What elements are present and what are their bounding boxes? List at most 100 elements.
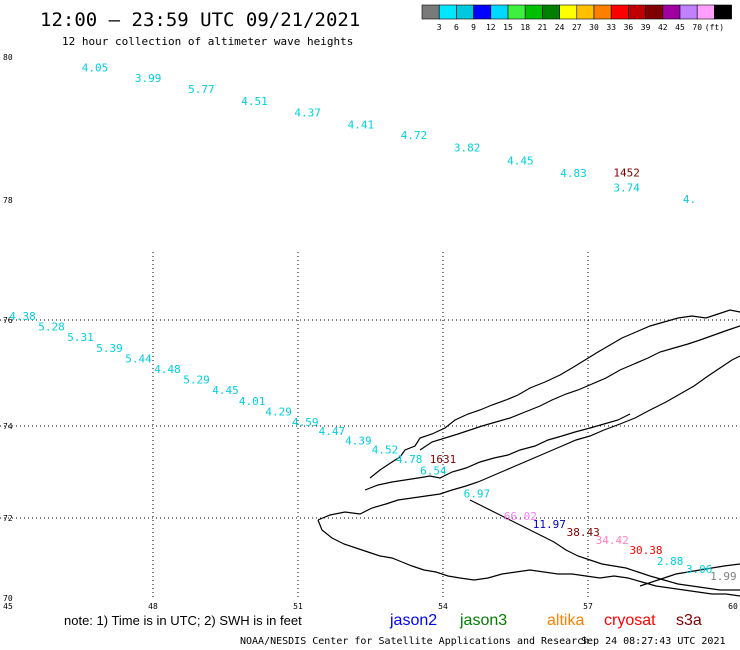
lon-tick-label: 60 — [728, 602, 738, 611]
satellite-jason2: jason2 — [389, 612, 437, 629]
legend-swatch — [421, 4, 440, 20]
wave-height-value: 4. — [683, 193, 696, 206]
wave-height-value: 1631 — [430, 453, 457, 466]
credit-line: NOAA/NESDIS Center for Satellite Applica… — [240, 636, 589, 647]
wave-height-value: 6.54 — [420, 464, 447, 477]
legend-swatch — [645, 4, 664, 20]
lon-tick-label: 54 — [438, 602, 448, 611]
legend-label: 27 — [572, 23, 582, 32]
lat-tick-label: 74 — [3, 422, 13, 431]
legend-swatch — [507, 4, 526, 20]
wave-height-value: 3.06 — [686, 563, 713, 576]
wave-height-value: 1452 — [613, 166, 640, 179]
wave-height-legend: 3 6 9 12 15 18 21 24 27 30 33 36 39 42 45 70 (ft) — [421, 4, 732, 32]
legend-swatch — [662, 4, 681, 20]
vaygach-coast — [639, 563, 740, 587]
wave-height-value: 4.72 — [401, 129, 428, 142]
legend-swatch — [628, 4, 646, 20]
legend-label: 36 — [624, 23, 634, 32]
legend-swatch — [542, 4, 560, 20]
legend-swatch — [559, 4, 578, 20]
wave-height-value: 4.78 — [396, 453, 423, 466]
legend-swatch — [679, 4, 698, 20]
lon-tick-label: 57 — [583, 602, 593, 611]
north-island-inner — [419, 325, 740, 451]
legend-swatch — [696, 4, 715, 20]
wave-height-value: 5.77 — [188, 83, 215, 96]
wave-height-value: 4.48 — [154, 363, 181, 376]
wave-height-value: 4.59 — [292, 416, 319, 429]
satellite-altika: altika — [547, 612, 584, 629]
legend-swatch — [490, 4, 509, 20]
axis-labels: 45 48 51 54 57 60 80 78 76 74 72 70 — [3, 53, 738, 611]
legend-label: 70 — [692, 23, 702, 32]
wave-height-value: 5.29 — [183, 374, 210, 387]
generated-timestamp: Sep 24 08:27:43 UTC 2021 — [581, 636, 726, 647]
wave-height-value: 34.42 — [596, 534, 629, 547]
wave-height-value: 2.88 — [657, 555, 684, 568]
legend-swatch — [524, 4, 543, 20]
wave-height-value: 4.45 — [507, 154, 534, 167]
legend-swatch — [610, 4, 629, 20]
satellite-s3a: s3a — [676, 612, 702, 629]
legend-label: 6 — [454, 23, 459, 32]
south-island-east — [469, 499, 740, 591]
wave-height-value: 5.31 — [67, 331, 94, 344]
wave-height-value: 4.01 — [239, 395, 266, 408]
matochkin-shar — [364, 413, 631, 491]
wave-height-value: 6.97 — [464, 487, 491, 500]
map-subtitle: 12 hour collection of altimeter wave hei… — [62, 35, 353, 48]
wave-height-value: 4.51 — [241, 95, 268, 108]
lat-tick-label: 78 — [3, 196, 13, 205]
wave-height-value: 4.52 — [372, 444, 399, 457]
lon-tick-label: 45 — [3, 602, 13, 611]
wave-height-value: 4.45 — [212, 384, 239, 397]
satellite-cryosat: cryosat — [604, 612, 656, 629]
wave-height-value: 5.39 — [96, 342, 123, 355]
legend-label: 42 — [658, 23, 668, 32]
lat-tick-label: 80 — [3, 53, 13, 62]
lat-tick-label: 70 — [3, 594, 13, 603]
wave-height-value: 4.41 — [348, 119, 375, 132]
wave-height-value: 4.38 — [9, 310, 36, 323]
legend-label: 12 — [486, 23, 496, 32]
legend-label: 3 — [437, 23, 442, 32]
lon-tick-label: 48 — [148, 602, 158, 611]
legend-label: 9 — [471, 23, 476, 32]
legend-label: 45 — [675, 23, 685, 32]
lon-tick-label: 51 — [293, 602, 303, 611]
wave-height-value: 3.82 — [454, 141, 481, 154]
legend-label: 30 — [589, 23, 599, 32]
legend-label: 39 — [641, 23, 651, 32]
legend-label: (ft) — [705, 23, 724, 32]
units-note: note: 1) Time is in UTC; 2) SWH is in fe… — [64, 613, 302, 628]
legend-label: 18 — [520, 23, 530, 32]
wave-height-value: 4.29 — [265, 405, 292, 418]
south-island-west — [317, 519, 740, 597]
lat-tick-label: 72 — [3, 514, 13, 523]
lat-tick-label: 76 — [3, 316, 13, 325]
coastline — [317, 309, 740, 597]
wave-height-value: 4.47 — [319, 425, 346, 438]
wave-height-value: 38.43 — [567, 526, 600, 539]
graticule — [0, 252, 740, 598]
legend-swatch — [714, 4, 732, 20]
south-island-coast — [317, 355, 740, 521]
legend-swatch — [593, 4, 612, 20]
wave-height-value: 4.05 — [82, 61, 109, 74]
legend-label: 15 — [503, 23, 513, 32]
legend-label: 24 — [555, 23, 565, 32]
wave-height-value: 30.38 — [629, 544, 662, 557]
wave-height-value: 5.44 — [125, 352, 152, 365]
north-island-coast — [369, 309, 740, 479]
legend-swatch — [473, 4, 492, 20]
satellite-legend: jason2 jason3 altika cryosat s3a — [389, 612, 702, 629]
legend-swatch — [438, 4, 457, 20]
legend-label: 21 — [538, 23, 548, 32]
satellite-jason3: jason3 — [459, 612, 507, 629]
wave-height-value: 11.97 — [533, 518, 566, 531]
wave-observations: 4.05 3.99 5.77 4.51 4.37 4.41 4.72 3.82 4.45 4.83… — [9, 61, 736, 583]
wave-height-value: 4.83 — [560, 167, 587, 180]
wave-height-value: 4.37 — [294, 106, 321, 119]
